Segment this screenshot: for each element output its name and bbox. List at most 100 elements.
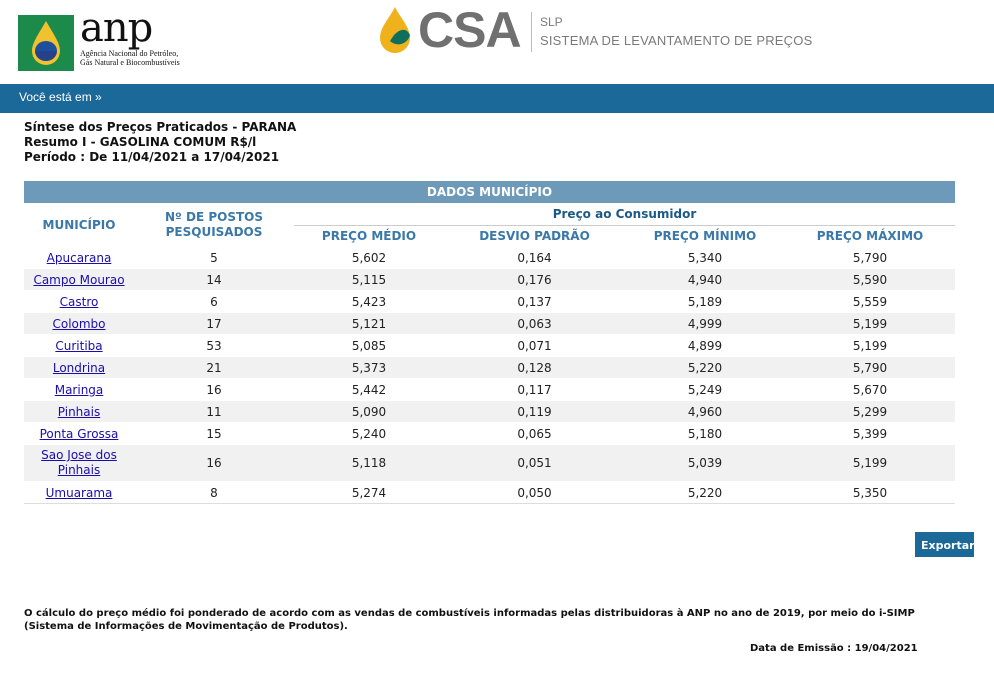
cell-desvio: 0,071 (444, 334, 625, 357)
table-row: Maringa 16 5,442 0,117 5,249 5,670 (24, 378, 955, 401)
cell-postos: 16 (134, 444, 294, 482)
table-row: Umuarama 8 5,274 0,050 5,220 5,350 (24, 481, 955, 504)
municipio-link[interactable]: Castro (59, 294, 99, 309)
cell-maximo: 5,299 (785, 400, 955, 423)
cell-maximo: 5,399 (785, 422, 955, 445)
cell-desvio: 0,065 (444, 422, 625, 445)
municipio-link[interactable]: Pinhais (57, 404, 101, 419)
table-row: Ponta Grossa 15 5,240 0,065 5,180 5,399 (24, 422, 955, 445)
cell-postos: 17 (134, 312, 294, 335)
cell-maximo: 5,350 (785, 481, 955, 504)
table-caption: DADOS MUNICÍPIO (24, 181, 955, 203)
cell-medio: 5,085 (294, 334, 444, 357)
cell-medio: 5,121 (294, 312, 444, 335)
col-group-preco-consumidor: Preço ao Consumidor (294, 203, 955, 226)
municipio-link[interactable]: Sao Jose dos Pinhais (41, 448, 117, 477)
cell-postos: 14 (134, 268, 294, 291)
cell-desvio: 0,063 (444, 312, 625, 335)
cell-medio: 5,274 (294, 481, 444, 504)
col-municipio: MUNICÍPIO (42, 218, 116, 232)
municipio-link[interactable]: Campo Mourao (33, 272, 125, 287)
cell-minimo: 4,999 (625, 312, 785, 335)
cell-minimo: 4,899 (625, 334, 785, 357)
cell-maximo: 5,559 (785, 290, 955, 313)
header-divider (531, 12, 532, 52)
slp-label: SLP (540, 15, 563, 29)
cell-desvio: 0,164 (444, 247, 625, 269)
anp-subtitle: Agência Nacional do Petróleo, Gás Natura… (80, 49, 180, 67)
cell-desvio: 0,051 (444, 444, 625, 482)
cell-desvio: 0,176 (444, 268, 625, 291)
cell-postos: 5 (134, 247, 294, 269)
cell-desvio: 0,119 (444, 400, 625, 423)
cell-medio: 5,240 (294, 422, 444, 445)
export-button[interactable]: Exportar (915, 532, 975, 557)
slp-full-name: SISTEMA DE LEVANTAMENTO DE PREÇOS (540, 33, 813, 48)
csa-drop-icon (376, 5, 414, 55)
report-title-line2: Resumo I - GASOLINA COMUM R$/l (24, 135, 257, 149)
municipio-table: DADOS MUNICÍPIO MUNICÍPIO Nº DE POSTOS P… (24, 181, 955, 504)
municipio-link[interactable]: Colombo (52, 316, 106, 331)
cell-maximo: 5,790 (785, 247, 955, 269)
cell-postos: 53 (134, 334, 294, 357)
col-preco-medio: PREÇO MÉDIO (321, 229, 417, 244)
cell-postos: 16 (134, 378, 294, 401)
cell-maximo: 5,590 (785, 268, 955, 291)
table-row: Campo Mourao 14 5,115 0,176 4,940 5,590 (24, 268, 955, 291)
footnote: O cálculo do preço médio foi ponderado d… (24, 608, 915, 632)
col-preco-maximo: PREÇO MÁXIMO (816, 229, 924, 244)
cell-desvio: 0,128 (444, 356, 625, 379)
table-row: Sao Jose dos Pinhais 16 5,118 0,051 5,03… (24, 444, 955, 482)
cell-minimo: 5,220 (625, 481, 785, 504)
cell-minimo: 5,180 (625, 422, 785, 445)
cell-postos: 8 (134, 481, 294, 504)
cell-medio: 5,115 (294, 268, 444, 291)
cell-medio: 5,602 (294, 247, 444, 269)
cell-postos: 6 (134, 290, 294, 313)
municipio-link[interactable]: Londrina (52, 360, 106, 375)
anp-wordmark: anp Agência Nacional do Petróleo, Gás Na… (80, 8, 190, 67)
csa-name: CSA (418, 2, 522, 58)
cell-medio: 5,090 (294, 400, 444, 423)
anp-name: anp (80, 5, 153, 51)
cell-maximo: 5,199 (785, 334, 955, 357)
breadcrumb: Você está em » (19, 90, 102, 104)
cell-maximo: 5,790 (785, 356, 955, 379)
cell-postos: 15 (134, 422, 294, 445)
table-row: Apucarana 5 5,602 0,164 5,340 5,790 (24, 247, 955, 269)
cell-postos: 21 (134, 356, 294, 379)
cell-postos: 11 (134, 400, 294, 423)
breadcrumb-bar: Você está em » (0, 84, 994, 113)
page-header: anp Agência Nacional do Petróleo, Gás Na… (0, 0, 994, 84)
col-preco-minimo: PREÇO MÍNIMO (653, 229, 757, 244)
emission-date: Data de Emissão : 19/04/2021 (750, 643, 918, 654)
table-row: Colombo 17 5,121 0,063 4,999 5,199 (24, 312, 955, 335)
cell-minimo: 5,189 (625, 290, 785, 313)
municipio-link[interactable]: Umuarama (45, 485, 113, 500)
municipio-link[interactable]: Curitiba (55, 338, 103, 353)
table-row: Curitiba 53 5,085 0,071 4,899 5,199 (24, 334, 955, 357)
cell-minimo: 4,940 (625, 268, 785, 291)
municipio-link[interactable]: Maringa (54, 382, 104, 397)
cell-minimo: 5,039 (625, 444, 785, 482)
report-title-line1: Síntese dos Preços Praticados - PARANA (24, 120, 297, 134)
cell-desvio: 0,137 (444, 290, 625, 313)
cell-minimo: 4,960 (625, 400, 785, 423)
cell-medio: 5,423 (294, 290, 444, 313)
cell-minimo: 5,249 (625, 378, 785, 401)
cell-maximo: 5,199 (785, 444, 955, 482)
anp-logo-icon (18, 15, 74, 71)
col-postos: Nº DE POSTOS PESQUISADOS (165, 210, 263, 239)
table-row: Pinhais 11 5,090 0,119 4,960 5,299 (24, 400, 955, 423)
municipio-link[interactable]: Apucarana (46, 250, 112, 265)
report-title-line3: Período : De 11/04/2021 a 17/04/2021 (24, 150, 280, 164)
cell-medio: 5,373 (294, 356, 444, 379)
table-row: Londrina 21 5,373 0,128 5,220 5,790 (24, 356, 955, 379)
municipio-link[interactable]: Ponta Grossa (39, 426, 119, 441)
table-row: Castro 6 5,423 0,137 5,189 5,559 (24, 290, 955, 313)
cell-medio: 5,118 (294, 444, 444, 482)
cell-desvio: 0,117 (444, 378, 625, 401)
cell-minimo: 5,340 (625, 247, 785, 269)
cell-minimo: 5,220 (625, 356, 785, 379)
cell-maximo: 5,670 (785, 378, 955, 401)
